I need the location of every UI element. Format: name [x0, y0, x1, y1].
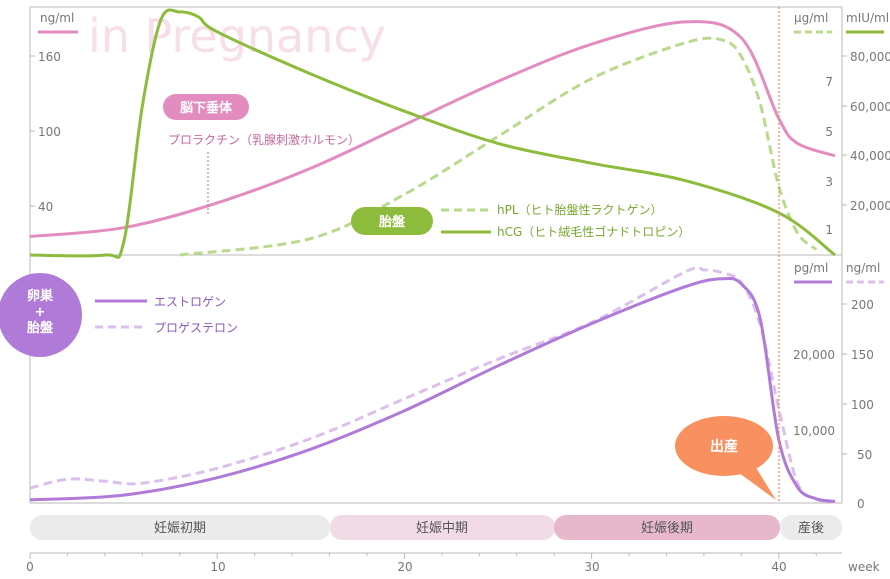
- birth-bubble: 出産: [675, 416, 776, 500]
- bottom-right-unit-2: ng/ml: [846, 261, 880, 275]
- placenta-badge: [351, 207, 433, 235]
- birth-bubble-shape: [675, 416, 773, 476]
- tick-label: 160: [38, 50, 61, 64]
- top-left-ticks: 160 100 40: [30, 50, 61, 214]
- ovary-placenta-annotation: 卵巣+胎盤 エストロゲン プロゲステロン: [0, 273, 238, 357]
- bottom-axis-units: pg/ml ng/ml: [794, 261, 884, 284]
- period-band-late: [554, 515, 780, 540]
- progesterone-series-line: [29, 265, 836, 504]
- tick-label: 150: [851, 348, 874, 362]
- x-tick-label: 10: [210, 560, 225, 574]
- period-band-postpartum: [780, 515, 842, 540]
- pituitary-badge: [163, 94, 249, 120]
- tick-label: 5: [825, 125, 833, 139]
- placenta-badge-label: 胎盤: [379, 214, 406, 230]
- prolactin-label: プロラクチン（乳腺刺激ホルモン）: [168, 133, 360, 147]
- pituitary-badge-label: 脳下垂体: [180, 100, 233, 116]
- pituitary-annotation: 脳下垂体 プロラクチン（乳腺刺激ホルモン）: [163, 94, 360, 214]
- ovary-placenta-badge-label: 卵巣+胎盤: [27, 288, 54, 336]
- tick-label: 3: [825, 175, 833, 189]
- tick-label: 200: [851, 298, 874, 312]
- tick-label: 10,000: [793, 424, 835, 438]
- top-right-outer-ticks: 80,000 60,000 40,000 20,000: [842, 50, 890, 213]
- x-tick-label: 40: [771, 560, 786, 574]
- period-band-middle: [330, 515, 555, 540]
- progesterone-legend-label: プロゲステロン: [154, 321, 238, 335]
- top-panel-frame: [29, 6, 843, 504]
- birth-bubble-tail: [735, 466, 776, 500]
- period-label-middle: 妊娠中期: [416, 521, 468, 536]
- period-band-early: [30, 515, 330, 540]
- bottom-right-unit-1: pg/ml: [794, 261, 828, 275]
- prolactin-series-line: [29, 20, 836, 238]
- period-label-postpartum: 産後: [798, 520, 824, 536]
- tick-label: 50: [857, 448, 872, 462]
- x-axis-unit: week: [848, 560, 880, 574]
- period-label-early: 妊娠初期: [154, 521, 206, 536]
- hpl-series-line: [179, 36, 818, 257]
- hcg-legend-label: hCG（ヒト絨毛性ゴナドトロピン）: [497, 224, 690, 239]
- tick-label: 20,000: [850, 199, 890, 213]
- x-tick-label: 0: [26, 560, 34, 574]
- right-unit-label-2: mIU/ml: [846, 11, 889, 25]
- right-unit-label-1: μg/ml: [794, 11, 828, 25]
- watermark-text: in Pregnancy: [88, 9, 386, 63]
- estrogen-series-line: [29, 276, 836, 503]
- bottom-inner-ticks: 20,000 10,000: [793, 348, 835, 438]
- period-bands: 妊娠初期 妊娠中期 妊娠後期 産後: [30, 515, 842, 540]
- x-axis: 0 10 20 30 40 week: [26, 552, 880, 574]
- left-unit-label: ng/ml: [40, 11, 74, 25]
- bottom-outer-ticks: 200 150 100 50 0: [842, 298, 874, 511]
- top-axis-units: ng/ml μg/ml mIU/ml: [38, 11, 889, 34]
- tick-label: 20,000: [793, 348, 835, 362]
- x-tick-label: 20: [397, 560, 412, 574]
- tick-label: 100: [851, 398, 874, 412]
- estrogen-legend-label: エストロゲン: [154, 295, 226, 309]
- tick-label: 7: [825, 75, 833, 89]
- tick-label: 60,000: [850, 100, 890, 114]
- tick-label: 1: [825, 223, 833, 237]
- tick-label: 40,000: [850, 149, 890, 163]
- tick-label: 0: [857, 497, 865, 511]
- period-label-late: 妊娠後期: [641, 521, 693, 536]
- tick-label: 40: [38, 200, 53, 214]
- tick-label: 100: [38, 125, 61, 139]
- placenta-annotation: 胎盤 hPL（ヒト胎盤性ラクトゲン） hCG（ヒト絨毛性ゴナドトロピン）: [351, 203, 690, 239]
- ovary-placenta-badge: [0, 273, 82, 357]
- birth-bubble-label: 出産: [710, 438, 738, 455]
- hpl-legend-label: hPL（ヒト胎盤性ラクトゲン）: [497, 203, 663, 217]
- hcg-series-line: [29, 8, 836, 259]
- top-right-inner-ticks: 7 5 3 1: [825, 75, 833, 237]
- tick-label: 80,000: [850, 50, 890, 64]
- x-tick-label: 30: [584, 560, 599, 574]
- curves: [29, 8, 836, 504]
